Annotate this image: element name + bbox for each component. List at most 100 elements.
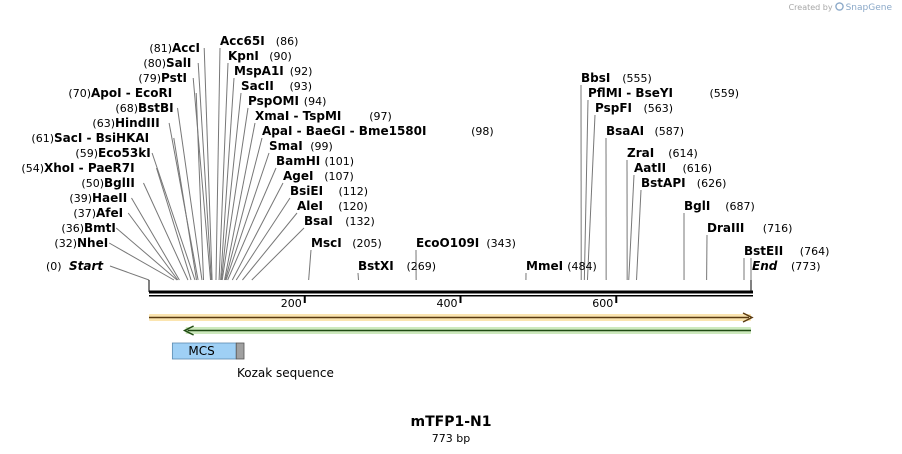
leader-line	[108, 242, 175, 281]
site-afei: (37) AfeI	[73, 206, 123, 220]
site-name: BsaI	[304, 214, 333, 228]
site-position: (614)	[668, 147, 698, 160]
site-name: SacI - BsiHKAI	[54, 131, 149, 145]
site-position: (79)	[138, 72, 161, 85]
site-position: (59)	[75, 147, 98, 160]
site-kpni: KpnI (90)	[228, 49, 292, 63]
start-label: Start	[69, 259, 104, 273]
site-alei: AleI (120)	[297, 199, 368, 213]
site-name: BstAPI	[641, 176, 686, 190]
site-name: BsaAI	[606, 124, 644, 138]
site-name: PspFI	[595, 101, 632, 115]
site-bamhi: BamHI (101)	[276, 154, 354, 168]
site-name: AatII	[634, 161, 666, 175]
site-name: PspOMI	[248, 94, 299, 108]
end-label: End	[752, 259, 778, 273]
leader-line	[127, 212, 179, 281]
leader-line	[224, 137, 263, 281]
site-acci: (81) AccI	[149, 41, 200, 55]
site-name: HindIII	[115, 116, 160, 130]
site-acc65i: Acc65I (86)	[220, 34, 298, 48]
site-name: ZraI	[627, 146, 654, 160]
site-haeii: (39) HaeII	[69, 191, 127, 205]
site-name: XhoI - PaeR7I	[44, 161, 135, 175]
site-pflmi: PflMI - BseYI (559)	[588, 86, 739, 100]
site-bglii: (50) BglII	[81, 176, 134, 190]
site-position: (81)	[149, 42, 172, 55]
site-position: (68)	[115, 102, 138, 115]
site-position: (94)	[304, 95, 327, 108]
site-position: (616)	[683, 162, 713, 175]
site-name: MscI	[311, 236, 342, 250]
site-bmti: (36) BmtI	[61, 221, 115, 235]
site-name: SalI	[166, 56, 191, 70]
site-hindiii: (63) HindIII	[92, 116, 159, 130]
leader-line	[583, 99, 589, 281]
site-name: MspA1I	[234, 64, 284, 78]
site-position: (70)	[68, 87, 91, 100]
leader-line	[215, 47, 221, 281]
leader-line	[197, 62, 212, 281]
leader-line	[192, 77, 212, 281]
leader-line	[308, 249, 312, 281]
site-position: (112)	[339, 185, 369, 198]
leader-line	[115, 227, 178, 281]
leader-line	[636, 189, 642, 281]
feature-mcs-label: MCS	[188, 344, 214, 358]
site-sali: (80) SalI	[143, 56, 191, 70]
scale-tick-label: 600	[592, 297, 613, 310]
site-msci: MscI (205)	[311, 236, 382, 250]
site-position: (54)	[21, 162, 44, 175]
site-name: EcoO109I	[416, 236, 479, 250]
credit-brand: SnapGene	[845, 2, 892, 13]
site-eco53ki: (59) Eco53kI	[75, 146, 150, 160]
site-psti: (79) PstI	[138, 71, 187, 85]
site-name: Eco53kI	[98, 146, 151, 160]
site-position: (92)	[290, 65, 313, 78]
feature-green-arrowhead	[182, 325, 194, 336]
site-mmei: MmeI (484)	[526, 259, 597, 273]
site-bbsi: BbsI (555)	[581, 71, 652, 85]
plasmid-name: mTFP1-N1	[410, 414, 492, 430]
site-name: NheI	[77, 236, 108, 250]
leader-line	[177, 107, 203, 281]
site-bsiei: BsiEI (112)	[290, 184, 368, 198]
site-position: (559)	[710, 87, 740, 100]
site-position: (555)	[622, 72, 652, 85]
site-position: (97)	[369, 110, 392, 123]
leader-line	[156, 167, 192, 281]
site-name: Acc65I	[220, 34, 265, 48]
site-bstapi: BstAPI (626)	[641, 176, 726, 190]
site-xmai: XmaI - TspMI (97)	[255, 109, 392, 123]
backbone-top-strand	[149, 290, 753, 294]
site-position: (563)	[644, 102, 674, 115]
leader-line	[251, 227, 305, 281]
site-name: BsiEI	[290, 184, 323, 198]
backbone-bottom-strand	[149, 295, 753, 297]
site-bsai: BsaI (132)	[304, 214, 375, 228]
site-position: (107)	[324, 170, 354, 183]
feature-orange-arrowhead	[742, 312, 754, 323]
leader-line	[203, 47, 213, 281]
leader-lines	[108, 47, 745, 281]
snapgene-logo-icon	[834, 2, 844, 13]
site-name: KpnI	[228, 49, 259, 63]
site-apoi: (70) ApoI - EcoRI	[68, 86, 172, 100]
site-smai: SmaI (99)	[269, 139, 333, 153]
site-position: (269)	[407, 260, 437, 273]
site-position: (764)	[800, 245, 830, 258]
leader-line	[221, 107, 249, 281]
site-name: SacII	[241, 79, 274, 93]
site-position: (132)	[345, 215, 375, 228]
site-zrai: ZraI (614)	[627, 146, 698, 160]
start-leader	[109, 265, 150, 281]
site-ecoo109i: EcoO109I (343)	[416, 236, 516, 250]
site-position: (687)	[725, 200, 755, 213]
snapgene-credit: Created by SnapGene	[789, 2, 892, 13]
site-name: BglII	[104, 176, 135, 190]
plasmid-length: 773 bp	[431, 432, 471, 445]
site-mspa1i: MspA1I (92)	[234, 64, 312, 78]
site-bsaai: BsaAI (587)	[606, 124, 684, 138]
site-nhei: (32) NheI	[54, 236, 108, 250]
site-name: AleI	[297, 199, 323, 213]
